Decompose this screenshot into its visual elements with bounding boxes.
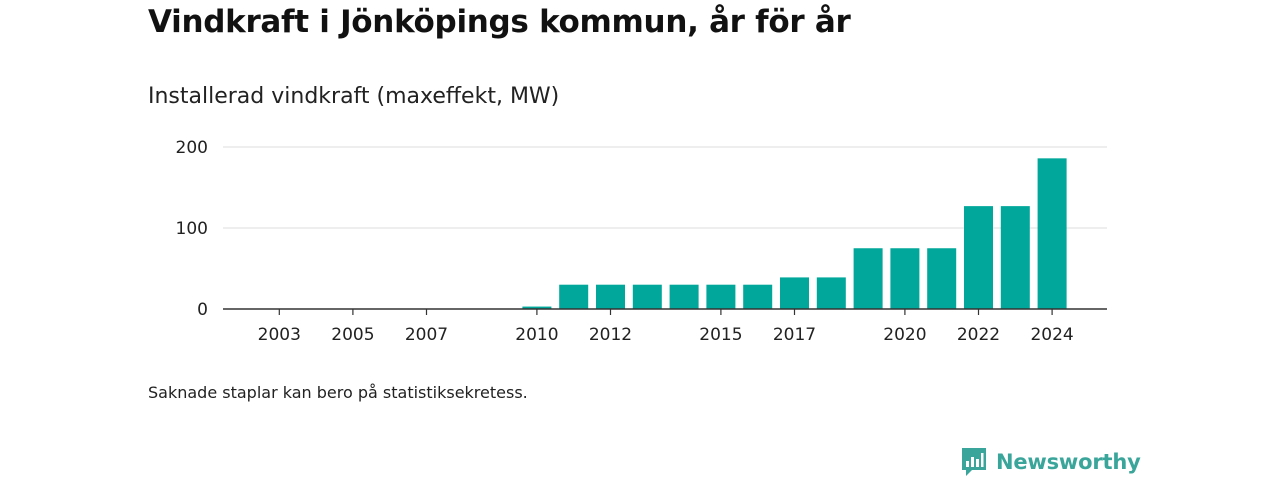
x-tick-label: 2012 — [589, 325, 632, 345]
x-tick-label: 2007 — [405, 325, 448, 345]
bar-2011 — [559, 285, 588, 309]
bars — [522, 158, 1066, 309]
bar-2012 — [596, 285, 625, 309]
bar-2023 — [1001, 206, 1030, 309]
x-tick-label: 2010 — [515, 325, 558, 345]
x-tick-label: 2017 — [773, 325, 816, 345]
bar-2013 — [633, 285, 662, 309]
bar-chart: 0 100 200 2003 2005 2007 2010 2012 2015 2017 2020… — [0, 0, 1280, 370]
x-tick-label: 2024 — [1030, 325, 1073, 345]
y-tick-label: 0 — [197, 300, 208, 320]
y-axis-labels: 0 100 200 — [176, 138, 208, 320]
bar-2014 — [670, 285, 699, 309]
logo-text: Newsworthy — [996, 450, 1141, 474]
bar-2022 — [964, 206, 993, 309]
footnote: Saknade staplar kan bero på statistiksek… — [148, 383, 528, 402]
x-tick-label: 2005 — [331, 325, 374, 345]
y-tick-label: 100 — [176, 219, 208, 239]
x-tick-label: 2022 — [957, 325, 1000, 345]
bar-2020 — [890, 248, 919, 309]
bar-2016 — [743, 285, 772, 309]
x-tick-label: 2015 — [699, 325, 742, 345]
bar-2024 — [1038, 158, 1067, 309]
x-axis-ticks: 2003 2005 2007 2010 2012 2015 2017 2020 2022 2024 — [258, 309, 1074, 345]
bar-2021 — [927, 248, 956, 309]
newsworthy-logo: Newsworthy — [960, 446, 1141, 478]
bar-2019 — [854, 248, 883, 309]
bar-2018 — [817, 277, 846, 309]
bar-2015 — [706, 285, 735, 309]
x-tick-label: 2020 — [883, 325, 926, 345]
newsworthy-chart-icon — [960, 446, 988, 478]
y-tick-label: 200 — [176, 138, 208, 158]
bar-2017 — [780, 277, 809, 309]
x-tick-label: 2003 — [258, 325, 301, 345]
